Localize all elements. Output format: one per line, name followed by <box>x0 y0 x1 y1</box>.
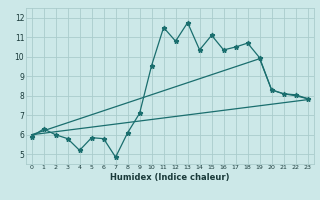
X-axis label: Humidex (Indice chaleur): Humidex (Indice chaleur) <box>110 173 229 182</box>
